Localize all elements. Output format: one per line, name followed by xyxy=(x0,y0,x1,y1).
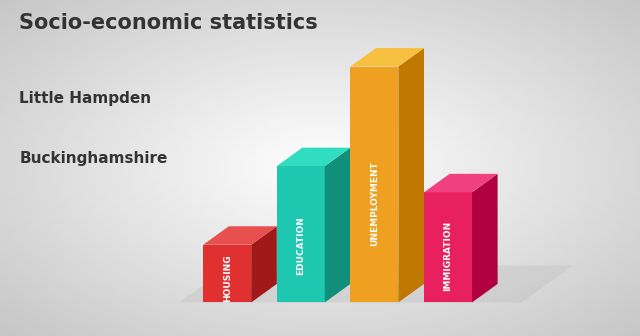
Text: HOUSING: HOUSING xyxy=(223,254,232,302)
Polygon shape xyxy=(351,48,424,67)
Text: Socio-economic statistics: Socio-economic statistics xyxy=(19,13,318,34)
Polygon shape xyxy=(472,174,498,302)
Polygon shape xyxy=(251,226,276,302)
Polygon shape xyxy=(179,265,573,302)
Polygon shape xyxy=(398,48,424,302)
Text: EDUCATION: EDUCATION xyxy=(296,216,305,275)
Polygon shape xyxy=(277,148,351,166)
Text: Buckinghamshire: Buckinghamshire xyxy=(19,151,168,166)
Polygon shape xyxy=(277,166,324,302)
Polygon shape xyxy=(351,67,398,302)
Polygon shape xyxy=(424,174,498,192)
Polygon shape xyxy=(204,226,276,245)
Text: IMMIGRATION: IMMIGRATION xyxy=(444,221,452,291)
Polygon shape xyxy=(277,284,351,302)
Polygon shape xyxy=(351,284,424,302)
Polygon shape xyxy=(204,245,251,302)
Text: Little Hampden: Little Hampden xyxy=(19,91,151,106)
Polygon shape xyxy=(324,148,351,302)
Text: UNEMPLOYMENT: UNEMPLOYMENT xyxy=(370,161,379,246)
Polygon shape xyxy=(424,192,472,302)
Polygon shape xyxy=(204,284,276,302)
Polygon shape xyxy=(424,284,498,302)
